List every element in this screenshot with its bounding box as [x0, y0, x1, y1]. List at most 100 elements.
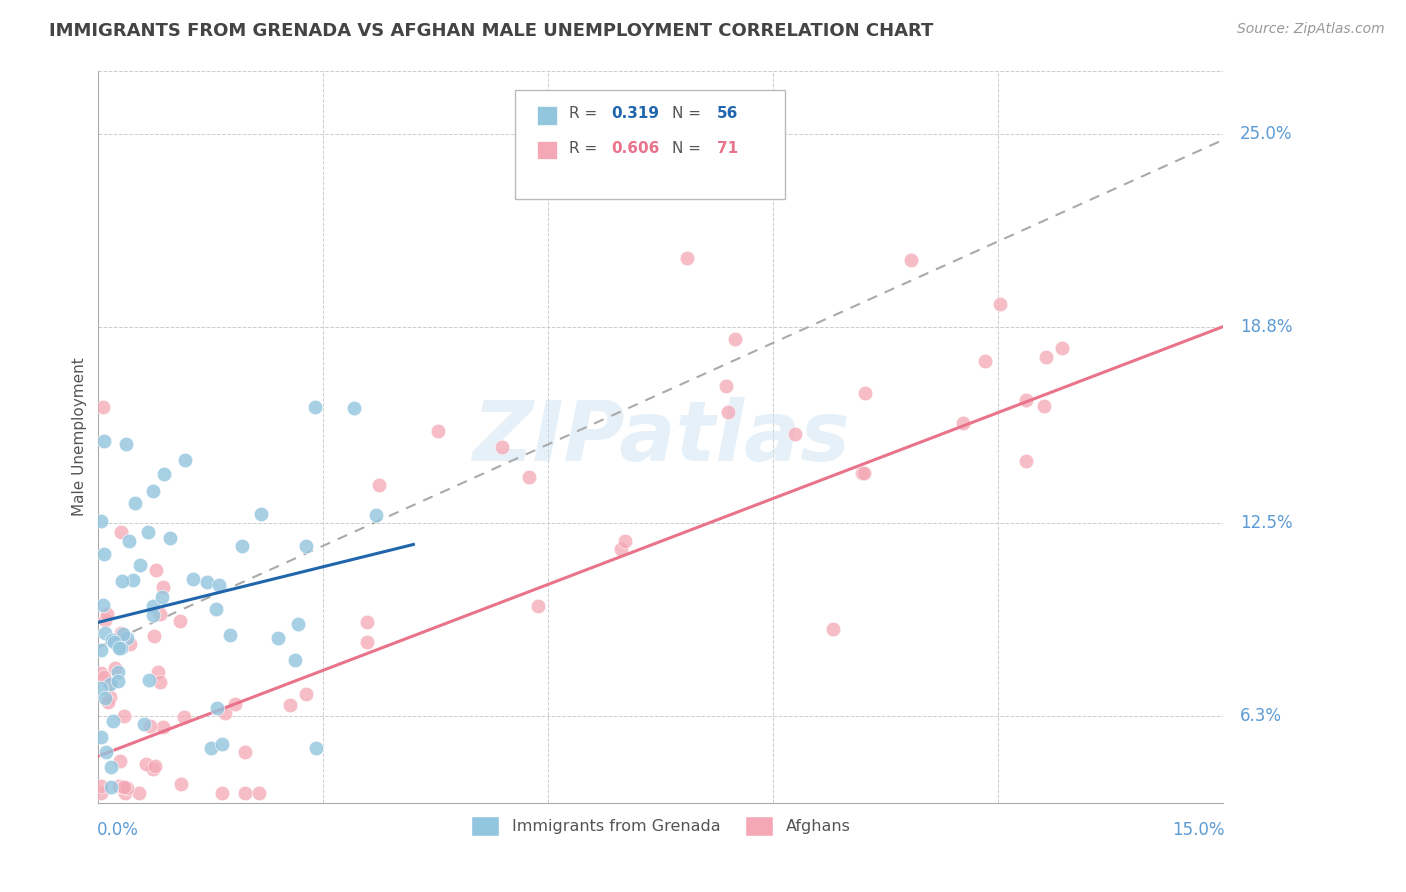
- Point: [115, 780, 138, 795]
- Point: [142, 599, 165, 613]
- Point: [138, 673, 160, 687]
- Point: [146, 665, 169, 679]
- Point: [233, 745, 256, 759]
- Point: [134, 756, 156, 771]
- Point: [143, 629, 166, 643]
- Point: [174, 453, 197, 467]
- Point: [343, 401, 366, 415]
- Point: [112, 780, 135, 794]
- Point: [91, 400, 114, 414]
- FancyBboxPatch shape: [515, 90, 785, 200]
- Point: [716, 379, 738, 393]
- Point: [517, 470, 540, 484]
- Point: [1015, 453, 1038, 467]
- Text: 71: 71: [717, 141, 738, 156]
- Point: [115, 437, 138, 451]
- Text: 18.8%: 18.8%: [1240, 318, 1292, 335]
- Point: [200, 740, 222, 755]
- Point: [145, 759, 167, 773]
- Point: [169, 614, 191, 628]
- Point: [138, 719, 160, 733]
- Point: [526, 599, 548, 613]
- Point: [90, 730, 112, 744]
- FancyBboxPatch shape: [537, 106, 557, 125]
- Text: 15.0%: 15.0%: [1171, 821, 1225, 839]
- Point: [852, 467, 875, 481]
- Point: [1033, 399, 1056, 413]
- Point: [821, 622, 844, 636]
- Point: [93, 434, 115, 448]
- Point: [107, 674, 129, 689]
- Point: [90, 514, 112, 528]
- Point: [94, 691, 117, 706]
- Point: [150, 591, 173, 605]
- Point: [90, 681, 112, 695]
- Point: [170, 777, 193, 791]
- Point: [218, 628, 240, 642]
- Point: [988, 296, 1011, 310]
- Point: [173, 710, 195, 724]
- Point: [93, 670, 115, 684]
- Point: [205, 601, 228, 615]
- Point: [110, 640, 132, 655]
- Point: [1050, 341, 1073, 355]
- Point: [159, 532, 181, 546]
- Point: [287, 617, 309, 632]
- Point: [103, 714, 125, 728]
- Point: [97, 695, 120, 709]
- Point: [149, 607, 172, 621]
- Point: [613, 533, 636, 548]
- Point: [94, 745, 117, 759]
- Point: [90, 642, 112, 657]
- Point: [249, 507, 271, 521]
- Text: R =: R =: [568, 141, 602, 156]
- Point: [724, 332, 747, 346]
- Point: [103, 635, 125, 649]
- Point: [94, 614, 117, 628]
- Point: [100, 760, 122, 774]
- Legend: Immigrants from Grenada, Afghans: Immigrants from Grenada, Afghans: [464, 810, 858, 842]
- Point: [152, 720, 174, 734]
- Point: [93, 625, 115, 640]
- Point: [114, 787, 136, 801]
- Point: [368, 478, 391, 492]
- Point: [124, 496, 146, 510]
- Point: [107, 665, 129, 679]
- Point: [110, 626, 132, 640]
- Text: 56: 56: [717, 106, 738, 121]
- Point: [108, 780, 131, 794]
- Point: [284, 653, 307, 667]
- Point: [364, 508, 387, 522]
- Text: 12.5%: 12.5%: [1240, 514, 1292, 532]
- Text: ZIPatlas: ZIPatlas: [472, 397, 849, 477]
- Point: [247, 787, 270, 801]
- Point: [1015, 393, 1038, 408]
- Point: [211, 737, 233, 751]
- Text: 6.3%: 6.3%: [1240, 706, 1282, 724]
- Point: [426, 424, 449, 438]
- Point: [90, 779, 112, 793]
- Point: [152, 467, 174, 481]
- Point: [214, 706, 236, 721]
- Point: [952, 417, 974, 431]
- Point: [90, 787, 112, 801]
- Text: N =: N =: [672, 141, 706, 156]
- Text: R =: R =: [568, 106, 602, 121]
- Point: [491, 441, 513, 455]
- Point: [91, 598, 114, 612]
- Point: [129, 558, 152, 572]
- Text: N =: N =: [672, 106, 706, 121]
- Point: [233, 787, 256, 801]
- Point: [208, 578, 231, 592]
- Point: [676, 251, 699, 265]
- Point: [783, 426, 806, 441]
- Text: 0.319: 0.319: [612, 106, 659, 121]
- Point: [295, 687, 318, 701]
- Point: [132, 717, 155, 731]
- Point: [136, 524, 159, 539]
- Point: [356, 615, 378, 629]
- Point: [1035, 350, 1057, 364]
- Point: [356, 635, 378, 649]
- Point: [295, 539, 318, 553]
- Point: [98, 676, 121, 690]
